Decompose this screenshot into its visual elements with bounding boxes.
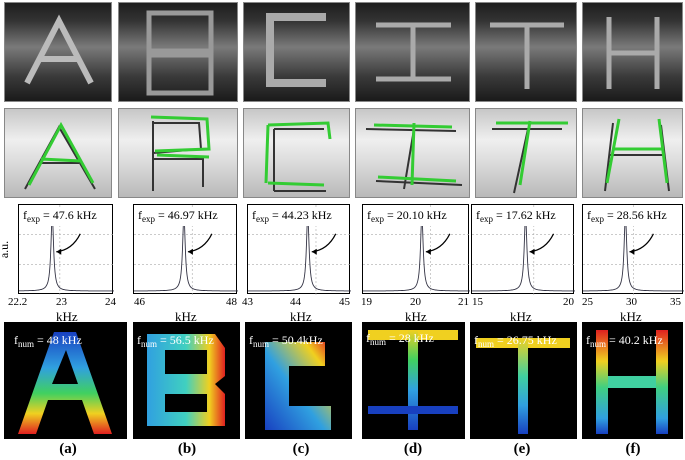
peak-arrow — [629, 233, 654, 253]
spectrum-plot-f: fexp = 28.56 kHz — [582, 204, 684, 295]
mode-photo-t — [475, 108, 577, 198]
fexp-label-e: fexp = 17.62 kHz — [476, 208, 556, 226]
fnum-label-e: fnum = 26.75 kHz — [474, 333, 557, 350]
kHz-label-b: kHz — [175, 309, 197, 324]
spectrum-plot-a: fexp = 47.6 kHz — [18, 204, 114, 295]
mode-photo-i — [355, 108, 470, 198]
peak-arrow — [311, 233, 337, 253]
photo-letter-i — [355, 2, 470, 102]
mode-photo-a — [4, 108, 112, 198]
spectrum-plot-c: fexp = 44.23 kHz — [247, 204, 351, 295]
spectrum-curve — [472, 215, 575, 292]
fexp-label-b: fexp = 46.97 kHz — [138, 208, 218, 226]
caption-b: (b) — [177, 441, 197, 457]
caption-e: (e) — [513, 441, 531, 457]
simulation-e: fnum = 26.75 kHz — [470, 322, 577, 439]
peak-arrow-head — [629, 248, 635, 255]
peak-arrow-head — [311, 248, 317, 255]
tick-b-0: 46 — [134, 296, 145, 308]
spectrum-curve — [134, 215, 238, 292]
fnum-label-c: fnum = 50.4kHz — [249, 333, 323, 350]
tick-a-0: 22.2 — [8, 296, 28, 308]
peak-arrow — [529, 233, 555, 253]
simulation-f: fnum = 40.2 kHz — [582, 322, 683, 439]
spectrum-plot-b: fexp = 46.97 kHz — [133, 204, 238, 295]
kHz-label-d: kHz — [405, 309, 427, 324]
kHz-label-e: kHz — [510, 309, 532, 324]
fnum-label-a: fnum = 48 kHz — [14, 333, 82, 350]
photo-letter-h — [582, 2, 683, 102]
photo-letter-a — [4, 2, 112, 102]
tick-f-0: 25 — [582, 296, 593, 308]
tick-e-0: 15 — [472, 296, 483, 308]
tick-d-0: 19 — [361, 296, 372, 308]
photo-letter-c — [243, 2, 350, 102]
tick-d-2: 21 — [458, 296, 469, 308]
kHz-label-a: kHz — [56, 309, 78, 324]
peak-arrow-head — [529, 248, 535, 255]
mode-photo-c — [243, 108, 350, 198]
y-axis-label: a.u. — [0, 240, 12, 259]
tick-d-1: 20 — [410, 296, 421, 308]
peak-arrow — [187, 233, 213, 253]
photo-letter-b — [118, 2, 238, 102]
caption-a: (a) — [59, 441, 77, 457]
tick-c-2: 45 — [339, 296, 350, 308]
tick-a-1: 23 — [56, 296, 67, 308]
kHz-label-f: kHz — [620, 309, 642, 324]
photo-letter-t — [475, 2, 577, 102]
fexp-label-a: fexp = 47.6 kHz — [23, 208, 97, 226]
fexp-label-d: fexp = 20.10 kHz — [367, 208, 447, 226]
caption-c: (c) — [292, 441, 310, 457]
kHz-label-c: kHz — [290, 309, 312, 324]
caption-f: (f) — [625, 441, 641, 457]
peak-arrow-head — [56, 248, 62, 255]
tick-a-2: 24 — [105, 296, 116, 308]
fnum-label-b: fnum = 56.5 kHz — [137, 333, 214, 350]
fnum-label-d: fnum = 28 kHz — [366, 331, 434, 348]
mode-photo-h — [582, 108, 683, 198]
tick-f-1: 30 — [626, 296, 637, 308]
peak-arrow-head — [425, 248, 431, 255]
simulation-b: fnum = 56.5 kHz — [133, 322, 240, 439]
tick-f-2: 35 — [670, 296, 681, 308]
fnum-label-f: fnum = 40.2 kHz — [586, 333, 663, 350]
tick-c-0: 43 — [242, 296, 253, 308]
spectrum-curve — [363, 215, 470, 292]
fexp-label-c: fexp = 44.23 kHz — [252, 208, 332, 226]
peak-arrow — [425, 233, 451, 253]
spectrum-curve — [19, 216, 114, 292]
caption-d: (d) — [403, 441, 423, 457]
mode-photo-b — [118, 108, 238, 198]
peak-arrow-head — [187, 248, 193, 255]
spectrum-plot-e: fexp = 17.62 kHz — [471, 204, 575, 295]
spectrum-curve — [583, 215, 684, 292]
tick-e-1: 20 — [563, 296, 574, 308]
simulation-d: fnum = 28 kHz — [362, 322, 465, 439]
simulation-c: fnum = 50.4kHz — [245, 322, 352, 439]
tick-c-1: 44 — [290, 296, 301, 308]
spectrum-plot-d: fexp = 20.10 kHz — [362, 204, 470, 295]
tick-b-1: 48 — [226, 296, 237, 308]
spectrum-curve — [248, 215, 351, 292]
simulation-a: fnum = 48 kHz — [4, 322, 127, 439]
fexp-label-f: fexp = 28.56 kHz — [587, 208, 667, 226]
